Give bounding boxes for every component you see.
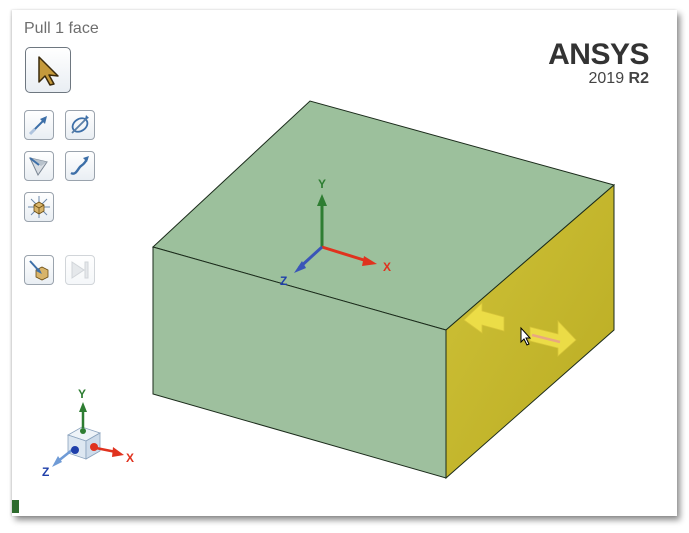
mouse-cursor-icon [520, 326, 532, 346]
revolve-icon [68, 113, 92, 137]
scale-body-icon [27, 195, 51, 219]
brand-version: 2019 R2 [548, 70, 650, 88]
scale-body-tool-button[interactable] [24, 192, 54, 222]
origin-z-label: Z [280, 274, 287, 288]
angle-icon [27, 154, 51, 178]
brand-name: ANSYS [548, 38, 649, 71]
sweep-path-icon [68, 154, 92, 178]
triad-x-label: X [126, 451, 134, 465]
graphics-viewport[interactable]: Pull 1 face [12, 10, 677, 516]
direction-tool-button[interactable] [24, 110, 54, 140]
full-pull-tool-button[interactable] [65, 255, 95, 285]
status-indicator [12, 500, 19, 513]
pull-arrow-handle[interactable] [463, 302, 577, 357]
select-arrow-icon [33, 54, 63, 86]
pivot-tool-button[interactable] [65, 110, 95, 140]
pull-arrow-right-icon[interactable] [529, 319, 577, 357]
origin-x-label: X [383, 260, 391, 274]
triad-y-label: Y [78, 387, 86, 401]
select-tool-button[interactable] [25, 47, 71, 93]
box-body[interactable] [152, 100, 616, 480]
version-release: R2 [628, 70, 649, 87]
full-pull-icon [68, 258, 92, 282]
triad-z-label: Z [42, 465, 49, 479]
sweep-tool-button[interactable] [65, 151, 95, 181]
ansys-logo: ANSYS 2019 R2 [548, 40, 649, 88]
orientation-triad[interactable]: Y X Z [42, 387, 134, 479]
complete-tool-button[interactable] [24, 255, 54, 285]
angle-tool-button[interactable] [24, 151, 54, 181]
up-to-arrow-icon [27, 113, 51, 137]
origin-triad: Y X Z [280, 177, 391, 288]
model-scene: Y X Z Y X Z [42, 100, 616, 480]
tool-mode-label: Pull 1 face [24, 20, 99, 37]
origin-y-label: Y [318, 177, 326, 191]
version-year: 2019 [588, 70, 625, 87]
pull-arrow-left-icon[interactable] [463, 302, 505, 334]
complete-icon [27, 258, 51, 282]
